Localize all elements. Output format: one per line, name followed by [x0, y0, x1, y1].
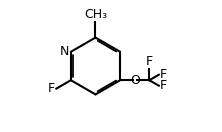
Text: F: F [160, 68, 167, 81]
Text: F: F [160, 79, 167, 92]
Text: CH₃: CH₃ [84, 8, 107, 21]
Text: N: N [59, 45, 69, 58]
Text: F: F [48, 82, 55, 95]
Text: F: F [146, 55, 153, 69]
Text: O: O [130, 74, 140, 87]
